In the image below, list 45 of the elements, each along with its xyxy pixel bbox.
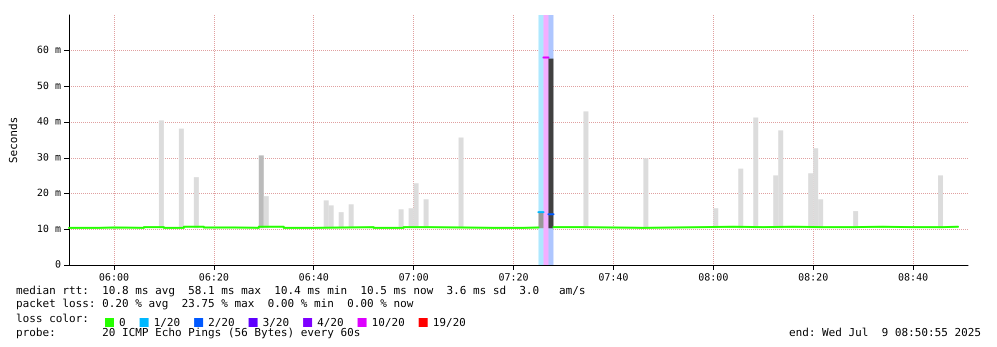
bar bbox=[264, 196, 269, 228]
x-tick-label: 07:00 bbox=[398, 272, 429, 284]
text: probe: 20 ICMP Echo Pings (56 Bytes) every 60s bbox=[16, 326, 360, 339]
y-tick-label: 20 m bbox=[36, 188, 61, 200]
legend-label: 3/20 bbox=[262, 316, 290, 329]
x-tick-label: 06:20 bbox=[198, 272, 229, 284]
y-axis-title: Seconds bbox=[7, 116, 20, 164]
bar bbox=[178, 128, 184, 228]
y-tick-label: 50 m bbox=[36, 80, 61, 92]
bar bbox=[643, 158, 648, 228]
legend-label: 10/20 bbox=[372, 316, 405, 329]
legend-label: 0 bbox=[119, 316, 126, 329]
legend-label: 4/20 bbox=[317, 316, 344, 329]
x-tick-label: 08:40 bbox=[898, 272, 928, 284]
bar bbox=[424, 199, 429, 228]
y-tick-label: 10 m bbox=[36, 224, 61, 235]
bar bbox=[538, 212, 544, 228]
bar bbox=[738, 168, 744, 228]
bar bbox=[713, 208, 718, 228]
legend-label: 1/20 bbox=[154, 316, 180, 329]
legend-label: 2/20 bbox=[208, 316, 235, 329]
bar bbox=[753, 118, 758, 228]
x-tick-label: 07:40 bbox=[598, 272, 628, 284]
bar bbox=[158, 120, 164, 228]
bar bbox=[458, 138, 464, 228]
y-tick-label: 60 m bbox=[36, 45, 61, 56]
bar bbox=[938, 175, 944, 228]
legend-title: loss color: bbox=[16, 312, 89, 325]
text: packet loss: 0.20 % avg 23.75 % max 0.00 % min 0.00 % now bbox=[16, 297, 414, 310]
bar bbox=[348, 204, 354, 228]
x-tick-label: 08:00 bbox=[698, 272, 728, 284]
legend-label: 19/20 bbox=[432, 316, 466, 329]
x-tick-label: 07:20 bbox=[498, 272, 529, 284]
bar bbox=[194, 177, 199, 228]
y-tick-label: 0 bbox=[54, 260, 61, 270]
bar bbox=[258, 155, 264, 228]
y-tick-label: 30 m bbox=[36, 152, 61, 164]
text: median rtt: 10.8 ms avg 58.1 ms max 10.4 ms min 10.5 ms now 3.6 ms sd 3.0 am/s bbox=[16, 284, 586, 297]
y-tick-label: 40 m bbox=[36, 116, 61, 128]
bar bbox=[398, 209, 404, 228]
x-tick-label: 06:00 bbox=[98, 272, 130, 284]
x-tick-label: 06:40 bbox=[298, 272, 329, 284]
text: end: Wed Jul 9 08:50:55 2025 bbox=[788, 326, 982, 339]
x-tick-label: 08:20 bbox=[798, 272, 828, 284]
bar bbox=[583, 111, 588, 228]
